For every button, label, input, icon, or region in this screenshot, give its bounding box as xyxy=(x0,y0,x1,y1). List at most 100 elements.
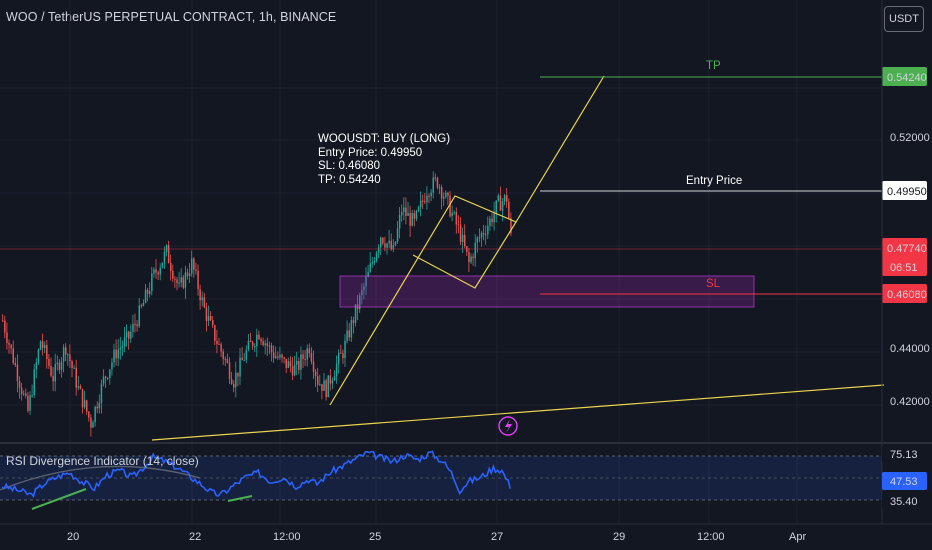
candle-body xyxy=(438,187,441,189)
candle-body xyxy=(220,344,222,352)
candle-body xyxy=(461,234,464,242)
candle-body xyxy=(243,359,245,361)
candle-body xyxy=(476,237,479,243)
candle-body xyxy=(464,234,466,247)
candle-body xyxy=(270,345,273,353)
candle-body xyxy=(411,213,413,226)
candle-body xyxy=(102,376,105,384)
candle-body xyxy=(451,212,453,217)
candle-body xyxy=(18,381,21,388)
candle-body xyxy=(346,330,348,341)
currency-button[interactable]: USDT xyxy=(884,6,924,32)
trade-note-line: WOOUSDT: BUY (LONG) xyxy=(318,133,451,145)
lightning-icon[interactable] xyxy=(498,416,518,436)
bullish-divergence-line xyxy=(31,488,87,510)
candle-body xyxy=(50,365,52,376)
candle-body xyxy=(365,276,367,287)
candle-body xyxy=(230,378,233,384)
y-tick-label: 0.42000 xyxy=(890,396,930,408)
y-tick-label: 0.44000 xyxy=(890,343,930,355)
bullish-divergence-line xyxy=(227,495,253,502)
candle-body xyxy=(407,213,409,216)
candle-body xyxy=(56,362,59,365)
candle-body xyxy=(14,363,17,366)
rsi-indicator-label[interactable]: RSI Divergence Indicator (14, close) xyxy=(6,454,199,468)
candle-body xyxy=(2,320,4,322)
x-tick-label: 29 xyxy=(613,531,625,543)
x-tick-label: 12:00 xyxy=(273,531,301,543)
candle-body xyxy=(144,289,147,303)
candle-body xyxy=(52,375,54,382)
candle-body xyxy=(289,361,292,367)
candle-body xyxy=(340,352,342,354)
candle-body xyxy=(109,369,111,378)
long-trendline xyxy=(151,384,885,441)
candle-body xyxy=(321,384,323,391)
candle-body xyxy=(459,225,462,242)
rsi-arc xyxy=(0,465,201,491)
candle-body xyxy=(226,359,229,363)
candle-body xyxy=(249,340,252,343)
candle-body xyxy=(503,195,506,202)
candle-body xyxy=(506,195,508,202)
candle-body xyxy=(264,343,266,346)
candle-body xyxy=(401,211,403,216)
candle-body xyxy=(29,395,31,411)
candle-body xyxy=(90,417,92,428)
candle-body xyxy=(184,272,187,288)
y-tick-label: 0.52000 xyxy=(890,132,930,144)
candle-body xyxy=(281,354,283,358)
candle-body xyxy=(155,269,157,273)
candle-body xyxy=(167,245,170,264)
time-axis[interactable]: 20 22 12:00 25 27 29 12:00 Apr xyxy=(67,531,806,543)
candle-body xyxy=(432,177,434,193)
x-tick-label: 25 xyxy=(369,531,381,543)
candle-body xyxy=(275,356,277,358)
candle-body xyxy=(128,331,130,339)
candle-body xyxy=(207,316,210,321)
candle-body xyxy=(88,411,90,418)
candle-body xyxy=(306,348,308,360)
breakout-line xyxy=(515,75,605,223)
candle-body xyxy=(403,207,405,212)
candle-body xyxy=(390,240,392,250)
candle-body xyxy=(237,372,239,377)
candle-body xyxy=(182,277,185,288)
candle-body xyxy=(482,232,485,235)
candle-body xyxy=(86,400,88,412)
candle-body xyxy=(369,263,371,272)
candle-body xyxy=(371,262,374,264)
candle-body xyxy=(81,388,84,408)
candle-body xyxy=(134,323,136,325)
candle-body xyxy=(65,347,67,355)
svg-text:0.49950: 0.49950 xyxy=(887,186,927,198)
svg-text:35.40: 35.40 xyxy=(890,496,918,508)
candle-body xyxy=(388,240,390,244)
candle-body xyxy=(33,369,35,396)
rsi-current-badge: 47.53 xyxy=(882,472,927,490)
tp-label: TP xyxy=(706,60,721,72)
candle-body xyxy=(98,402,101,409)
candle-body xyxy=(338,352,340,364)
candle-body xyxy=(180,277,182,283)
candle-body xyxy=(125,331,128,338)
candle-body xyxy=(300,354,302,370)
candle-body xyxy=(233,383,235,388)
candle-body xyxy=(474,242,476,259)
candle-body xyxy=(468,252,470,263)
candle-body xyxy=(153,269,155,274)
candle-body xyxy=(405,207,407,216)
trade-note-line: TP: 0.54240 xyxy=(318,173,381,186)
svg-text:0.54240: 0.54240 xyxy=(887,72,927,84)
candle-body xyxy=(440,187,443,199)
candle-body xyxy=(487,225,489,235)
candle-body xyxy=(434,177,437,179)
price-axis[interactable]: 0.52000 0.44000 0.42000 xyxy=(890,132,930,408)
candle-body xyxy=(197,270,199,290)
x-tick-label: 20 xyxy=(67,531,79,543)
x-tick-label: 22 xyxy=(189,531,201,543)
candle-body xyxy=(367,271,369,277)
candles xyxy=(2,171,512,437)
svg-text:0.47740: 0.47740 xyxy=(887,243,927,255)
